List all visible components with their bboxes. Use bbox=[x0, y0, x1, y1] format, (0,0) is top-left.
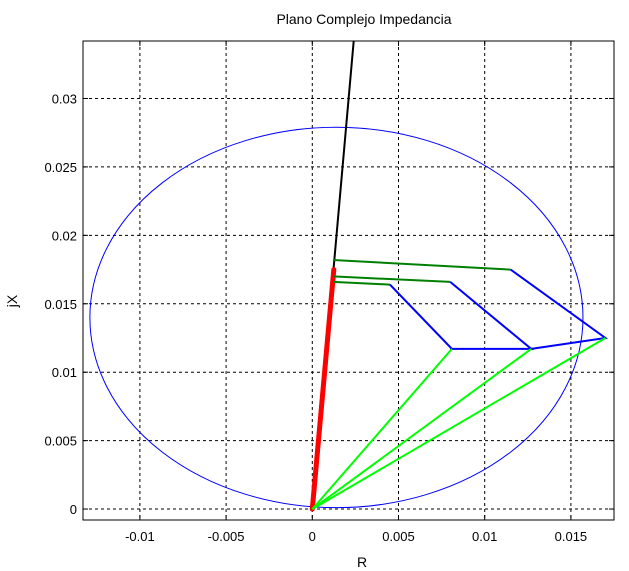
characteristic-circle bbox=[89, 126, 584, 509]
series-line-2 bbox=[309, 267, 337, 512]
y-tick-label: 0.02 bbox=[52, 228, 77, 243]
x-tick-label: 0.015 bbox=[555, 529, 588, 544]
series-line-9 bbox=[311, 337, 606, 510]
series-line-10 bbox=[311, 348, 532, 510]
x-axis-label: R bbox=[357, 554, 367, 570]
x-tick-label: -0.01 bbox=[125, 529, 155, 544]
y-tick-label: 0.01 bbox=[52, 365, 77, 380]
x-tick-label: 0 bbox=[309, 529, 316, 544]
y-tick-label: 0 bbox=[70, 502, 77, 517]
series-line-3 bbox=[332, 259, 511, 271]
x-tick-label: 0.01 bbox=[472, 529, 497, 544]
grid-lines bbox=[83, 41, 614, 520]
series-line-11 bbox=[311, 348, 453, 510]
y-tick-label: 0.005 bbox=[44, 434, 77, 449]
y-tick-label: 0.03 bbox=[52, 91, 77, 106]
axis-ticks: -0.01 -0.005 0 0.005 0.01 0.015 0 0.005 0.01 0.01… bbox=[44, 41, 614, 544]
y-axis-label: jX bbox=[4, 294, 20, 308]
x-tick-label: 0.005 bbox=[382, 529, 415, 544]
plot-frame bbox=[82, 40, 615, 521]
plot-area bbox=[83, 41, 614, 520]
x-tick-label: -0.005 bbox=[208, 529, 245, 544]
chart-title: Plano Complejo Impedancia bbox=[276, 11, 451, 27]
data-layer bbox=[89, 41, 608, 512]
y-tick-label: 0.015 bbox=[44, 297, 77, 312]
y-tick-label: 0.025 bbox=[44, 160, 77, 175]
series-line-5 bbox=[332, 280, 390, 286]
series-line-4 bbox=[332, 275, 451, 283]
